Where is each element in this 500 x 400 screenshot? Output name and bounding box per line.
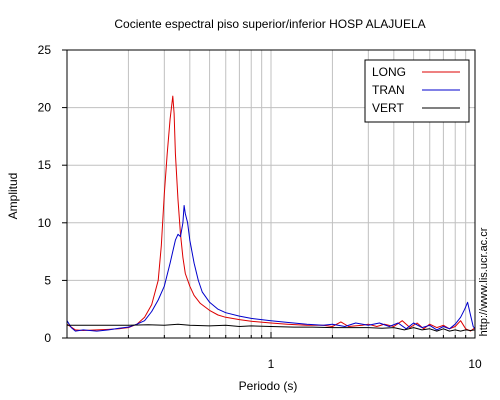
legend-label-long: LONG [372, 65, 406, 79]
legend: LONG TRAN VERT [364, 59, 470, 123]
x-tick-label: 10 [468, 357, 482, 371]
y-axis-label: Amplitud [6, 173, 20, 220]
y-tick-label: 15 [38, 158, 52, 172]
legend-items: LONG TRAN VERT [372, 65, 460, 115]
series-lines [66, 95, 476, 332]
x-axis-label: Periodo (s) [239, 379, 298, 393]
series-line-vert [67, 323, 476, 332]
axis-ticks: 0 5 10 15 20 25 1 10 [38, 43, 482, 371]
y-tick-label: 0 [44, 331, 51, 345]
x-tick-label: 1 [268, 357, 275, 371]
y-tick-label: 5 [44, 273, 51, 287]
y-tick-label: 25 [38, 43, 52, 57]
series-line-tran [66, 205, 476, 332]
source-url-text: http://www.lis.ucr.ac.cr [478, 227, 490, 336]
chart-title: Cociente espectral piso superior/inferio… [114, 17, 425, 31]
series-line-long [66, 95, 476, 332]
legend-label-tran: TRAN [372, 83, 405, 97]
y-tick-label: 20 [38, 101, 52, 115]
legend-label-vert: VERT [372, 101, 404, 115]
legend-box [364, 59, 470, 123]
y-tick-label: 10 [38, 216, 52, 230]
